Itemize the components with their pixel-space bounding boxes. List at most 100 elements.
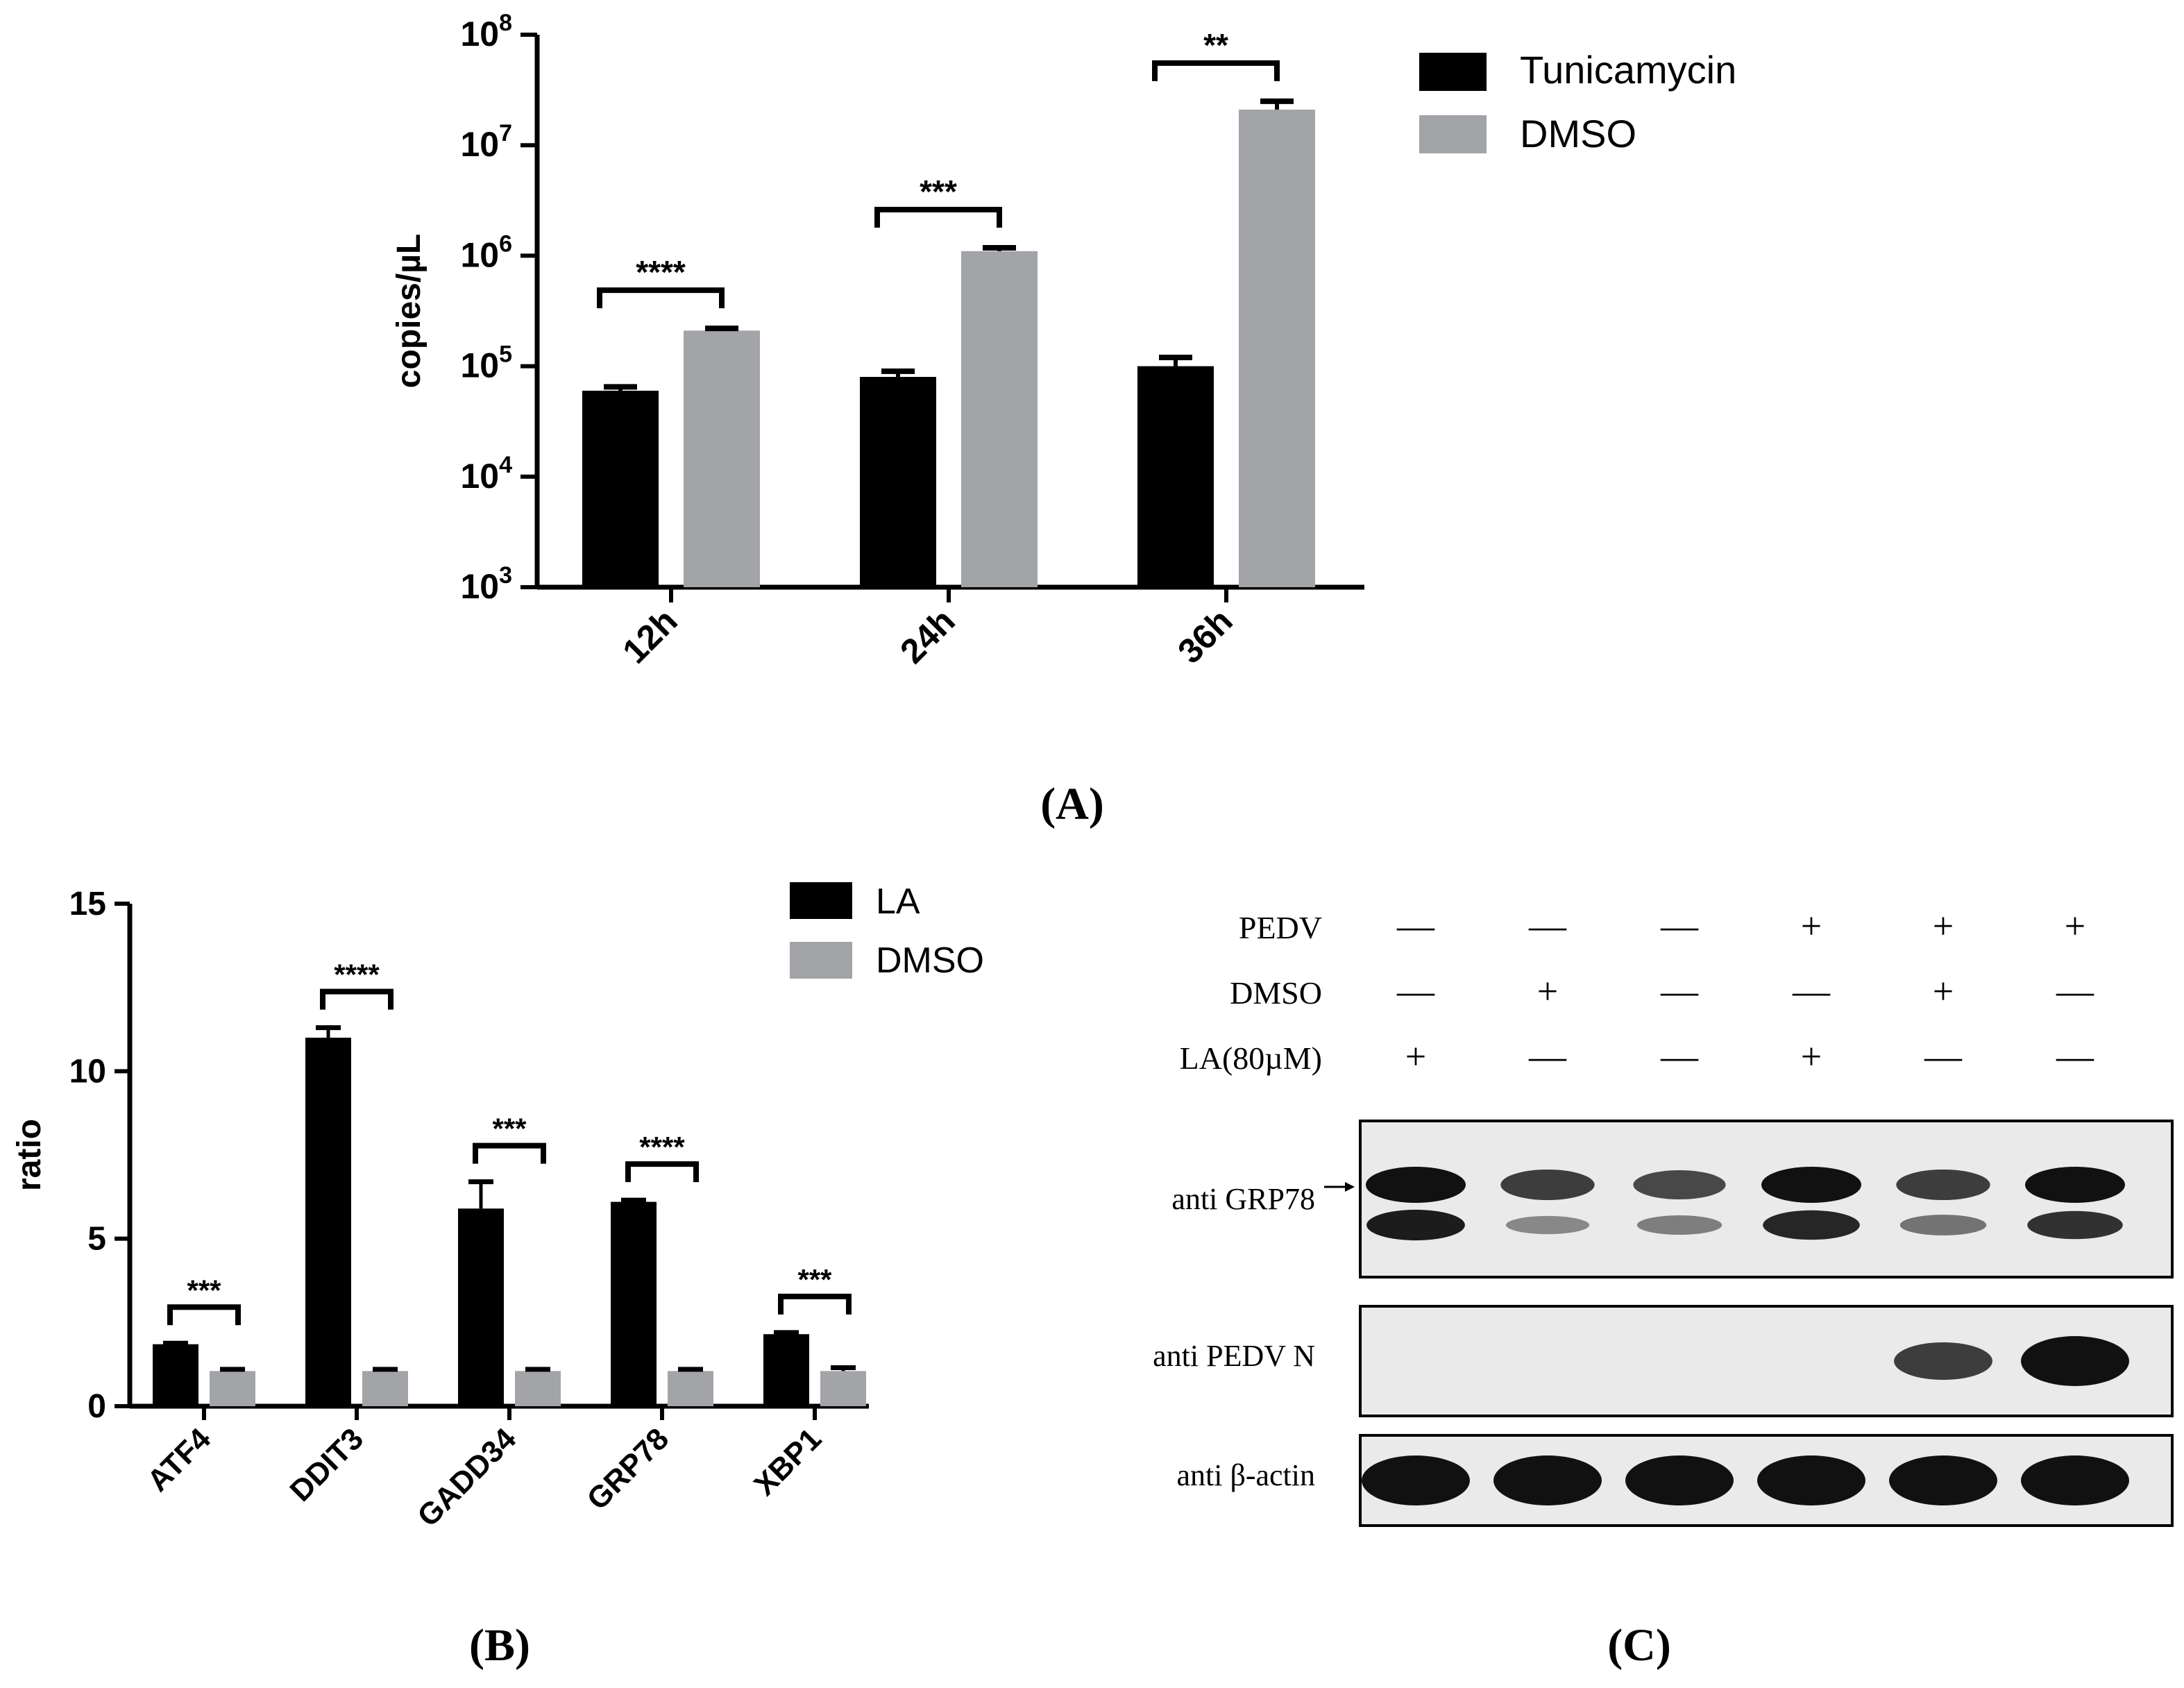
a-bar-dmso-24h (961, 251, 1038, 587)
legend-swatch-dmso-b (790, 942, 852, 979)
panel-a-legend: Tunicamycin DMSO (1419, 48, 1736, 155)
b-xtick-label: GRP78 (580, 1421, 675, 1517)
blot-condition-value: — (1924, 1036, 1963, 1077)
blot-condition-value: — (1660, 970, 1699, 1012)
b-significance-ATF4-label: *** (187, 1274, 221, 1306)
b-bar-la-ATF4 (153, 1344, 198, 1406)
a-bar-dmso-12h (684, 330, 760, 587)
blot-condition-value: — (1396, 905, 1435, 947)
blot-band (1757, 1455, 1865, 1505)
a-significance-12h: **** (597, 254, 725, 309)
blot-row-label: anti GRP78 (1171, 1182, 1315, 1216)
blot-band (1362, 1455, 1470, 1505)
blot-condition-value: + (2065, 905, 2085, 947)
blot-condition-value: + (1405, 1036, 1426, 1077)
a-significance-24h-bracket (874, 206, 1002, 228)
panel-b-y-axis-title: ratio (11, 1119, 48, 1191)
panel-label-b: (B) (469, 1620, 530, 1671)
blot-band-lower (1899, 1215, 1987, 1235)
blot-rows: anti GRP78 anti PEDV N anti β-actin (1153, 1120, 2174, 1527)
a-significance-12h-label: **** (636, 254, 686, 290)
blot-condition-value: — (1792, 970, 1831, 1012)
a-xtick-label: 24h (892, 601, 963, 671)
b-significance-XBP1-label: *** (797, 1263, 832, 1296)
legend-swatch-dmso (1419, 115, 1487, 153)
legend-label-tunicamycin: Tunicamycin (1520, 48, 1736, 92)
b-ytick-label: 10 (69, 1053, 106, 1090)
panel-b-legend: LA DMSO (790, 881, 984, 981)
b-significance-DDIT3-label: **** (334, 959, 380, 991)
panel-a-bars (582, 98, 1315, 587)
legend-swatch-tunicamycin (1419, 53, 1487, 91)
panel-a-y-axis-title: copies/µL (391, 234, 428, 388)
a-ytick-label: 105 (460, 341, 512, 385)
legend-swatch-la (790, 882, 852, 919)
blot-row-label: anti β-actin (1176, 1458, 1315, 1492)
panel-b-significance: ***************** (167, 959, 852, 1326)
blot-row: anti β-actin (1176, 1434, 2174, 1527)
b-significance-ATF4-bracket (167, 1304, 241, 1326)
blot-band-lower (2027, 1210, 2123, 1240)
b-significance-GRP78: **** (625, 1131, 699, 1183)
blot-band (1625, 1455, 1734, 1505)
panel-b-y-ticks: 0 5 10 15 (69, 886, 130, 1425)
blot-condition-value: — (1528, 1036, 1567, 1077)
blot-condition-value: + (1801, 1036, 1822, 1077)
panel-label-a: (A) (1040, 779, 1104, 829)
b-significance-DDIT3-bracket (320, 988, 393, 1010)
b-ytick-label: 0 (87, 1388, 106, 1425)
blot-condition-value: + (1801, 905, 1822, 947)
b-bar-la-GRP78 (611, 1201, 657, 1406)
b-bar-la-XBP1 (763, 1334, 809, 1406)
a-significance-36h: ** (1152, 27, 1280, 81)
blot-band (2021, 1336, 2129, 1386)
panel-a-y-ticks: 103 104 105 106 107 108 (460, 10, 537, 606)
blot-condition-value: + (1537, 970, 1558, 1012)
legend-label-dmso-b: DMSO (876, 940, 984, 981)
b-significance-DDIT3: **** (320, 959, 393, 1010)
panel-a-significance: ********* (597, 27, 1280, 309)
blot-condition-table: PEDV — — — + + + DMSO — + — — + — LA(80µM) + — — + — — (1180, 905, 2094, 1077)
b-xtick-label: ATF4 (141, 1421, 217, 1498)
legend-label-dmso: DMSO (1520, 112, 1636, 155)
blot-band-upper (1633, 1170, 1726, 1199)
b-significance-GADD34-bracket (473, 1142, 546, 1164)
b-significance-GRP78-bracket (625, 1161, 699, 1183)
b-ytick-label: 15 (69, 886, 106, 922)
blot-condition-label: LA(80µM) (1180, 1040, 1322, 1076)
blot-row-label: anti PEDV N (1153, 1339, 1315, 1373)
blot-band-upper (1500, 1170, 1595, 1200)
blot-row: anti GRP78 (1171, 1120, 2174, 1278)
a-ytick-label: 103 (460, 562, 512, 606)
blot-condition-value: — (2056, 970, 2094, 1012)
a-ytick-label: 108 (460, 10, 512, 53)
blot-condition-label: DMSO (1230, 975, 1322, 1011)
a-ytick-label: 104 (460, 452, 512, 496)
b-significance-XBP1: *** (778, 1263, 852, 1315)
b-xtick-label: GADD34 (411, 1421, 523, 1533)
a-significance-24h: *** (874, 174, 1002, 228)
a-significance-24h-label: *** (920, 174, 957, 210)
a-bar-tunicamycin-36h (1137, 366, 1214, 587)
blot-band-lower (1636, 1215, 1722, 1235)
blot-band (1493, 1455, 1602, 1505)
panel-label-c: (C) (1607, 1620, 1671, 1671)
blot-band-upper (1366, 1167, 1466, 1203)
a-significance-12h-bracket (597, 287, 725, 309)
blot-band-upper (1896, 1170, 1990, 1200)
b-xtick-label: DDIT3 (284, 1421, 371, 1508)
b-bar-dmso-DDIT3 (362, 1371, 408, 1406)
b-significance-GADD34-label: *** (492, 1113, 527, 1145)
b-bar-la-DDIT3 (305, 1038, 351, 1406)
b-bar-dmso-GADD34 (515, 1371, 561, 1406)
a-significance-36h-bracket (1152, 60, 1280, 81)
b-significance-XBP1-bracket (778, 1293, 852, 1315)
a-xtick-label: 12h (615, 601, 685, 671)
blot-band (2021, 1455, 2129, 1505)
blot-band (1894, 1342, 1992, 1380)
a-xtick-label: 36h (1170, 601, 1240, 671)
blot-condition-value: + (1933, 905, 1954, 947)
b-bar-dmso-ATF4 (210, 1371, 255, 1406)
